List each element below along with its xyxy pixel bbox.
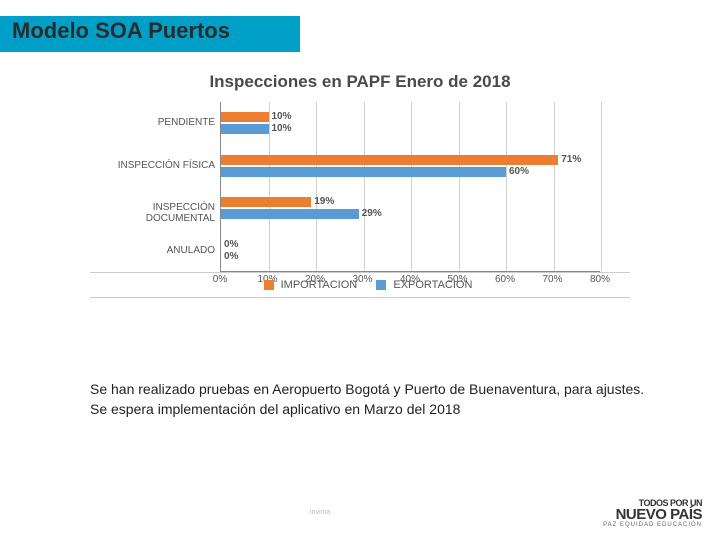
footer-small: invima bbox=[310, 509, 330, 516]
bar bbox=[221, 155, 558, 165]
category-label: PENDIENTE bbox=[90, 117, 215, 128]
category-label: INSPECCIÓN FÍSICA bbox=[90, 160, 215, 171]
bar bbox=[221, 209, 359, 219]
bar-value-label: 19% bbox=[314, 196, 334, 207]
grid-line bbox=[554, 102, 555, 271]
slide: Modelo SOA Puertos Inspecciones en PAPF … bbox=[0, 0, 720, 540]
footer-logo: TODOS POR UN NUEVO PAÍS PAZ EQUIDAD EDUC… bbox=[603, 498, 702, 528]
grid-line bbox=[459, 102, 460, 271]
body-p2: Se espera implementación del aplicativo … bbox=[90, 400, 650, 420]
bar-value-label: 29% bbox=[362, 208, 382, 219]
body-p1: Se han realizado pruebas en Aeropuerto B… bbox=[90, 380, 650, 400]
page-title: Modelo SOA Puertos bbox=[12, 18, 230, 44]
grid-line bbox=[269, 102, 270, 271]
bar-value-label: 0% bbox=[224, 239, 238, 250]
bar-value-label: 0% bbox=[224, 251, 238, 262]
footer-logo-l2: NUEVO PAÍS bbox=[603, 508, 702, 522]
bar bbox=[221, 197, 311, 207]
category-label: INSPECCIÓN DOCUMENTAL bbox=[90, 202, 215, 224]
legend-swatch-0 bbox=[264, 280, 274, 290]
chart: Inspecciones en PAPF Enero de 2018 10%10… bbox=[90, 72, 630, 352]
grid-line bbox=[316, 102, 317, 271]
legend-label-1: EXPORTACION bbox=[393, 279, 472, 291]
bar bbox=[221, 124, 269, 134]
bar-value-label: 71% bbox=[561, 154, 581, 165]
bar-value-label: 10% bbox=[272, 123, 292, 134]
chart-title: Inspecciones en PAPF Enero de 2018 bbox=[90, 72, 630, 92]
chart-plot: 10%10% 71% 60% 19% 29% 0%0% bbox=[220, 102, 600, 272]
footer-logo-l3: PAZ EQUIDAD EDUCACIÓN bbox=[603, 522, 702, 528]
grid-line bbox=[364, 102, 365, 271]
legend-label-0: IMPORTACION bbox=[281, 279, 358, 291]
bar bbox=[221, 112, 269, 122]
grid-line bbox=[506, 102, 507, 271]
bar bbox=[221, 167, 506, 177]
chart-legend: IMPORTACION EXPORTACION bbox=[90, 272, 630, 298]
legend-swatch-1 bbox=[376, 280, 386, 290]
grid-line bbox=[601, 102, 602, 271]
bar-value-label: 10% bbox=[272, 111, 292, 122]
bar-value-label: 60% bbox=[509, 166, 529, 177]
body-text: Se han realizado pruebas en Aeropuerto B… bbox=[90, 380, 650, 419]
category-label: ANULADO bbox=[90, 245, 215, 256]
chart-area: 10%10% 71% 60% 19% 29% 0%0% PENDIENTE INSPECCI… bbox=[90, 102, 630, 292]
grid-line bbox=[411, 102, 412, 271]
